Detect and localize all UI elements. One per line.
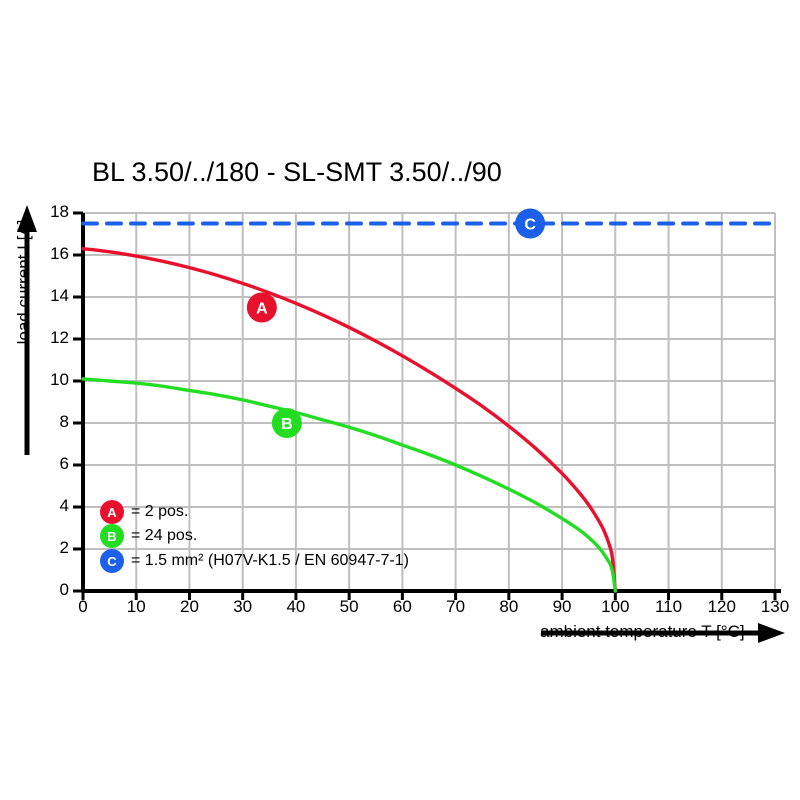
- x-tick-label: 110: [654, 597, 683, 616]
- x-tick-label: 100: [601, 597, 630, 616]
- legend-item-c[interactable]: C = 1.5 mm² (H07V-K1.5 / EN 60947-7-1): [100, 549, 409, 573]
- series-marker-a[interactable]: [246, 292, 277, 323]
- legend-badge-c: C: [100, 549, 124, 573]
- series-paths: [81, 221, 777, 593]
- x-tick-label: 40: [286, 597, 306, 616]
- series-line-a: [81, 247, 618, 593]
- series-marker-c[interactable]: [515, 208, 546, 239]
- y-tick-label: 10: [50, 370, 69, 389]
- x-tick-label: 130: [760, 597, 790, 616]
- legend-label-b: = 24 pos.: [131, 527, 198, 544]
- x-tick-label: 30: [233, 597, 253, 616]
- x-tick-label: 20: [179, 597, 199, 616]
- y-tick-label: 2: [59, 538, 69, 557]
- legend-label-c: = 1.5 mm² (H07V-K1.5 / EN 60947-7-1): [131, 552, 409, 569]
- x-tick-label: 50: [339, 597, 359, 616]
- x-axis-label: ambient temperature T [°C]: [540, 622, 745, 641]
- arrow-right-head-icon: [758, 623, 785, 643]
- y-tick-label: 18: [50, 202, 69, 221]
- series-line-b: [81, 377, 618, 593]
- series-marker-label-b: B: [281, 416, 293, 433]
- x-tick-label: 70: [446, 597, 466, 616]
- y-axis-label: load current I [A]: [14, 219, 33, 345]
- arrow-up-head-icon: [17, 205, 37, 232]
- y-tick-label: 4: [59, 496, 69, 515]
- legend-item-a[interactable]: A = 2 pos.: [100, 500, 188, 524]
- y-tick-label: 8: [59, 412, 69, 431]
- y-tick-label: 6: [59, 454, 69, 473]
- legend-item-b[interactable]: B = 24 pos.: [100, 524, 197, 548]
- axis-ticks: [73, 211, 777, 600]
- x-tick-label: 0: [78, 597, 88, 616]
- y-tick-label: 16: [50, 244, 69, 263]
- series-markers: A B C: [246, 208, 546, 438]
- x-tick-label: 120: [707, 597, 736, 616]
- legend-badge-a: A: [100, 500, 124, 524]
- axis-lines: [81, 213, 781, 593]
- y-tick-label: 14: [50, 286, 69, 305]
- legend-label-a: = 2 pos.: [131, 503, 189, 520]
- series-marker-label-a: A: [256, 301, 268, 318]
- x-tick-label: 60: [392, 597, 412, 616]
- y-tick-label: 0: [59, 580, 69, 599]
- x-tick-label: 10: [126, 597, 146, 616]
- axis-arrows: [17, 205, 785, 643]
- series-marker-label-c: C: [524, 217, 536, 234]
- page-title: BL 3.50/../180 - SL-SMT 3.50/../90: [92, 157, 502, 187]
- x-tick-label: 80: [499, 597, 519, 616]
- series-marker-b[interactable]: [271, 408, 302, 438]
- x-tick-label: 90: [552, 597, 572, 616]
- legend-badge-b: B: [100, 524, 124, 548]
- y-tick-label: 12: [50, 328, 69, 347]
